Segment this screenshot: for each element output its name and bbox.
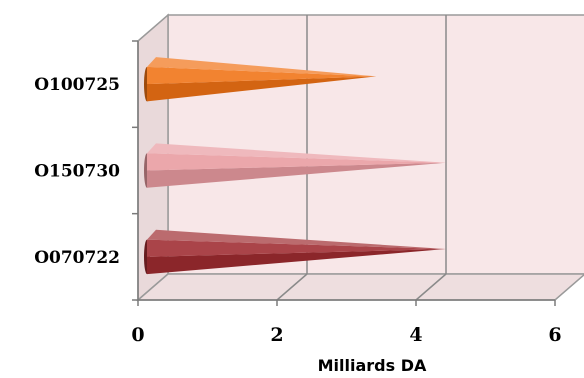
bar-face-top [147,57,377,77]
floor [135,273,584,301]
category-label: O070722 [34,248,120,268]
bar-face-top [147,229,446,250]
bar-face-top [147,143,446,163]
x-tick-label: 6 [548,324,561,346]
bar-face-lower [147,249,446,275]
x-axis-label: Milliards DA [318,356,427,375]
x-tick-label: 0 [131,324,144,346]
bar-face-upper [147,66,377,85]
x-tick-label: 4 [409,324,422,346]
bar-face-lower [147,76,377,102]
floor-gridline [415,273,447,301]
category-label: O100725 [34,75,120,95]
bar-O070722 [144,229,446,275]
category-labels: O100725 O150730 O070722 [34,75,120,268]
bar-face-upper [147,239,446,257]
bar-face-upper [147,153,446,171]
gridlines [276,15,447,301]
bars [144,57,446,275]
category-label: O150730 [34,162,120,182]
bar-O100725 [144,57,377,102]
x-tick-labels: 0 2 4 6 [131,324,561,346]
x-tick-label: 2 [270,324,283,346]
axes [132,40,556,306]
bar-O150730 [144,143,446,188]
bar-face-lower [147,162,446,188]
floor-gridline [276,273,308,301]
